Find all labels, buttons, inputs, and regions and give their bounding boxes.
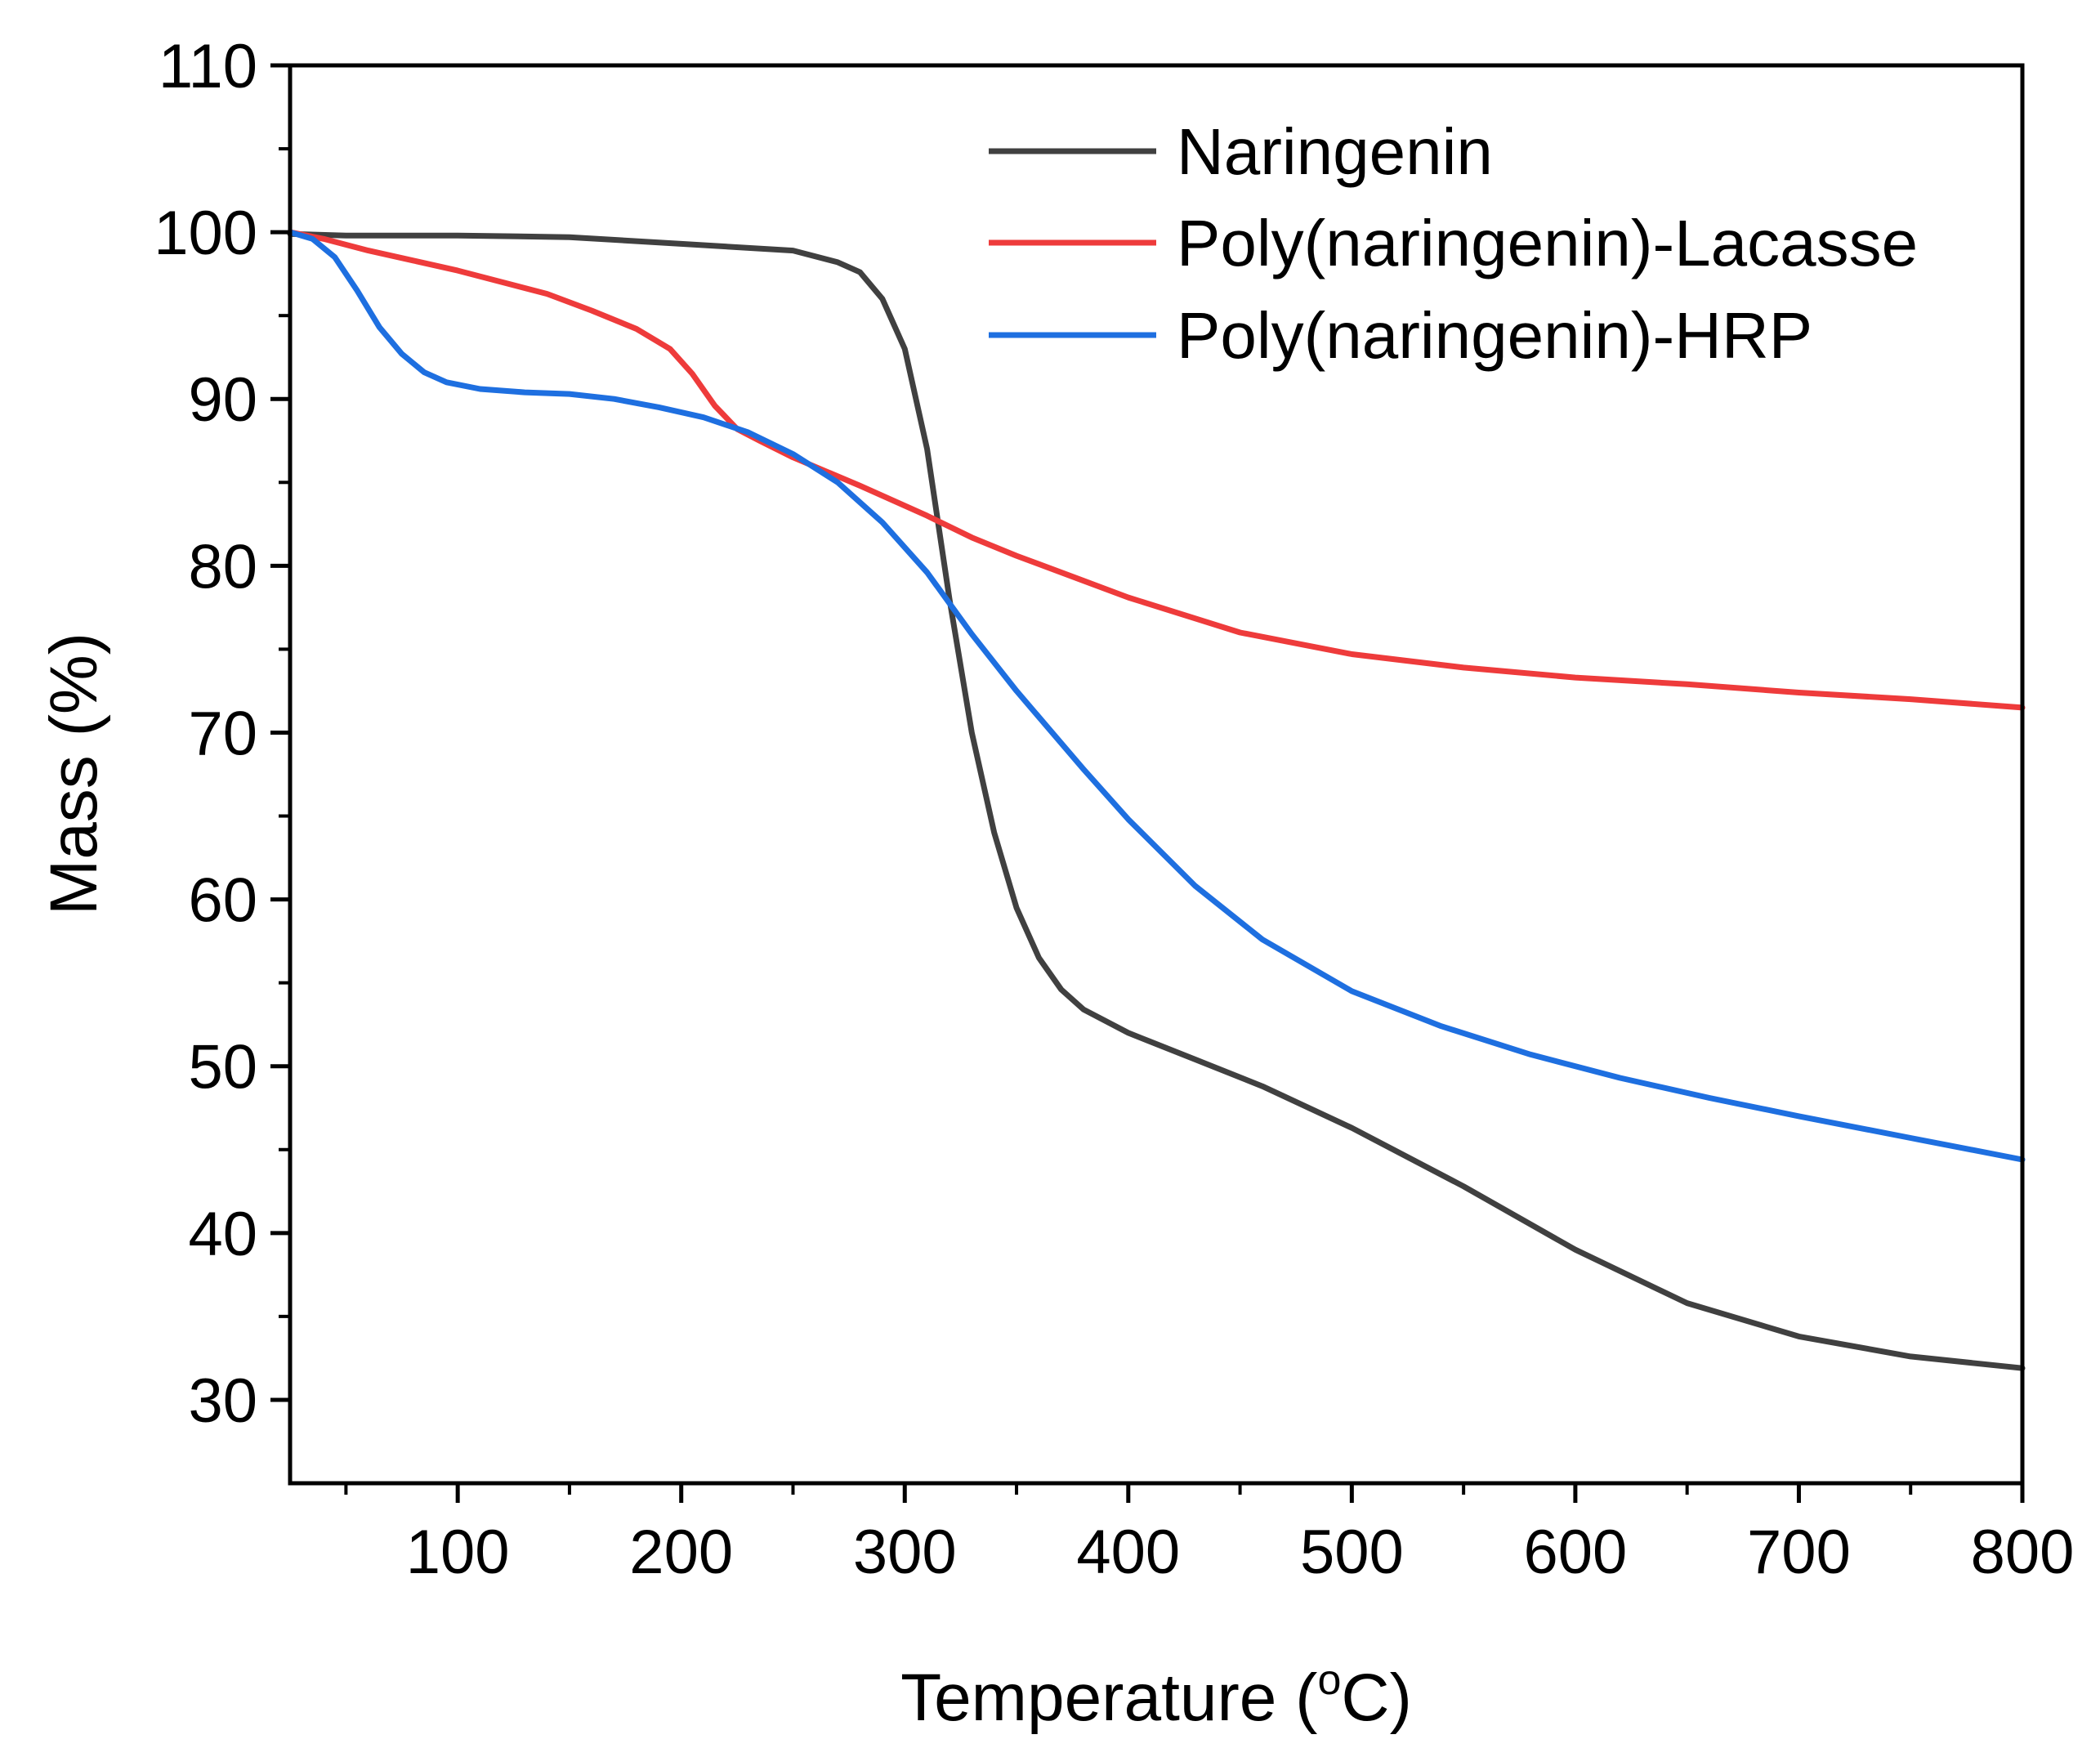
y-tick-label: 100 xyxy=(154,199,257,268)
x-tick-label: 500 xyxy=(1300,1518,1404,1587)
plot-frame xyxy=(288,63,2025,1486)
legend: Naringenin Poly(naringenin)-Lacasse Poly(n… xyxy=(989,115,1918,372)
x-tick-label: 200 xyxy=(629,1518,733,1587)
x-axis-title-superscript: o xyxy=(1317,1656,1341,1704)
y-tick-label: 40 xyxy=(188,1200,257,1269)
y-axis-title: Mass (%) xyxy=(37,633,111,915)
series-layer xyxy=(287,229,2026,1371)
x-tick-label: 300 xyxy=(853,1518,957,1587)
series-line-2 xyxy=(287,229,2026,1163)
ticks-layer: 100 200 300 400 500 600 700 800 30 40 50 60 70 80 90 10… xyxy=(154,32,2074,1587)
y-tick-label: 90 xyxy=(188,365,257,435)
legend-label-2: Poly(naringenin)-HRP xyxy=(1177,299,1812,372)
x-tick-label: 700 xyxy=(1747,1518,1851,1587)
series-line-0 xyxy=(287,230,2026,1371)
x-tick-label: 400 xyxy=(1076,1518,1180,1587)
y-tick-label: 50 xyxy=(188,1033,257,1102)
x-tick-label: 100 xyxy=(406,1518,510,1587)
legend-label-1: Poly(naringenin)-Lacasse xyxy=(1177,207,1918,279)
y-tick-label: 30 xyxy=(188,1366,257,1436)
legend-label-0: Naringenin xyxy=(1177,115,1493,188)
y-tick-label: 80 xyxy=(188,532,257,601)
y-tick-label: 70 xyxy=(188,699,257,768)
y-tick-label: 110 xyxy=(159,32,257,101)
y-tick-label: 60 xyxy=(188,866,257,936)
plot-area xyxy=(287,63,2026,1486)
x-axis-title-end: C) xyxy=(1341,1661,1412,1735)
x-tick-label: 600 xyxy=(1523,1518,1627,1587)
x-axis-title-main: Temperature ( xyxy=(900,1661,1317,1735)
x-tick-label: 800 xyxy=(1971,1518,2075,1587)
x-axis-title: Temperature (oC) xyxy=(900,1656,1412,1735)
